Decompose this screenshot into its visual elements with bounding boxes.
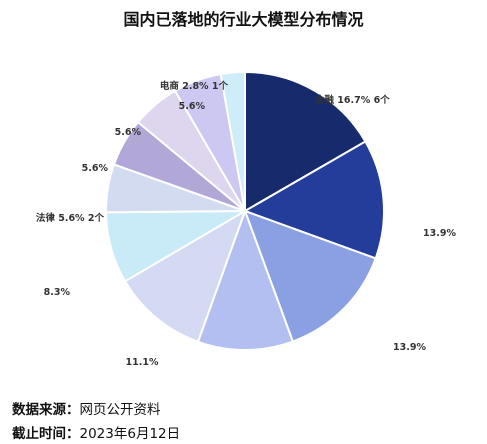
cutoff-date: 截止时间：2023年6月12日 <box>12 422 180 442</box>
slice-label: 金融 16.7% 6个 <box>314 94 390 106</box>
data-source: 数据来源：网页公开资料 <box>12 398 161 418</box>
data-source-label: 数据来源： <box>12 402 80 418</box>
pie-slice-4 <box>196 208 295 351</box>
slice-label: 5.6% <box>115 127 142 138</box>
cutoff-date-label: 截止时间： <box>12 426 80 442</box>
pie-slice-3 <box>243 209 377 343</box>
pie-slice-金融 <box>244 70 367 213</box>
slice-label: 5.6% <box>82 163 109 174</box>
slice-label: 11.1% <box>126 357 159 368</box>
slice-label: 13.9% <box>393 342 426 353</box>
pie-slice-电商 <box>219 70 246 212</box>
pie-slices <box>104 70 385 351</box>
slice-label: 5.6% <box>179 101 206 112</box>
slice-label: 8.3% <box>44 287 71 298</box>
cutoff-date-value: 2023年6月12日 <box>79 426 181 442</box>
pie-slice-5 <box>123 208 247 344</box>
slice-label: 电商 2.8% 1个 <box>160 80 229 92</box>
data-source-value: 网页公开资料 <box>79 402 161 418</box>
pie-slice-2 <box>242 140 385 260</box>
slice-label: 13.9% <box>423 228 456 239</box>
chart-title: 国内已落地的行业大模型分布情况 <box>123 10 364 29</box>
slice-label: 法律 5.6% 2个 <box>36 212 105 224</box>
